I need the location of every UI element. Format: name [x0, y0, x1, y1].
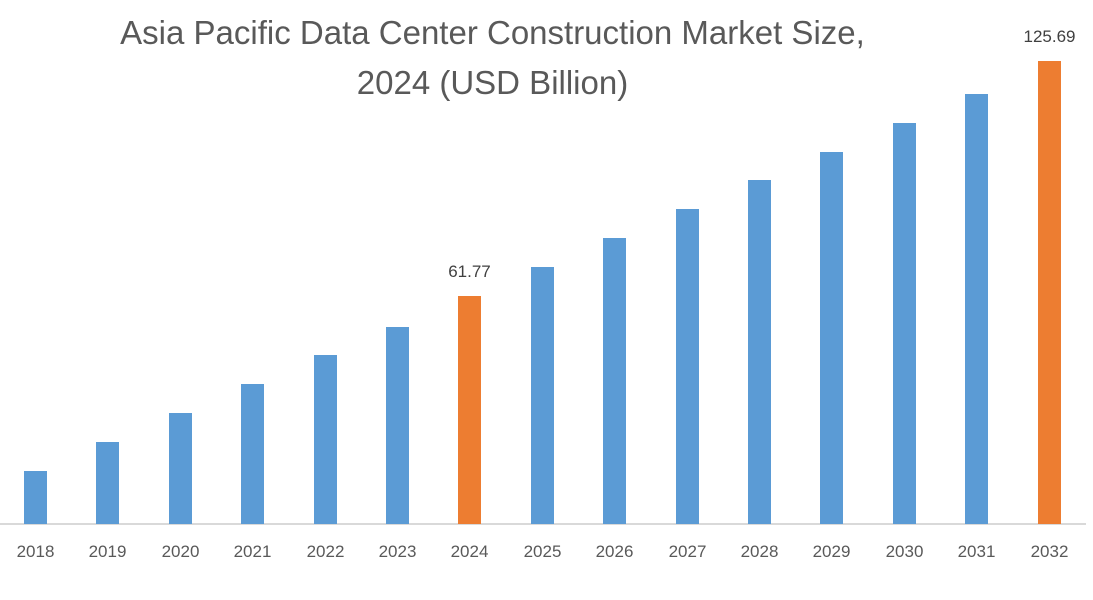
- bar-2024: [458, 296, 481, 524]
- bar-2030: [893, 123, 916, 524]
- bar-2031: [965, 94, 988, 524]
- bar-2022: [314, 355, 337, 524]
- bar-2027: [676, 209, 699, 524]
- x-tick-label: 2019: [88, 542, 127, 561]
- bar-2029: [820, 152, 843, 524]
- x-tick-label: 2032: [1030, 542, 1069, 561]
- x-tick-label: 2023: [378, 542, 417, 561]
- x-tick-label: 2024: [450, 542, 489, 561]
- bar-2032: [1038, 61, 1061, 524]
- bar-2026: [603, 238, 626, 524]
- x-tick-label: 2029: [812, 542, 851, 561]
- bar-2019: [96, 442, 119, 524]
- data-label-2032: 125.69: [1023, 27, 1076, 46]
- x-tick-label: 2031: [957, 542, 996, 561]
- bar-2021: [241, 384, 264, 524]
- x-tick-label: 2022: [306, 542, 345, 561]
- x-tick-label: 2018: [16, 542, 55, 561]
- bar-2018: [24, 471, 47, 524]
- bar-2023: [386, 327, 409, 524]
- chart-title-line-1: Asia Pacific Data Center Construction Ma…: [120, 14, 865, 51]
- chart-title: Asia Pacific Data Center Construction Ma…: [0, 8, 985, 108]
- x-tick-label: 2025: [523, 542, 562, 561]
- data-label-2024: 61.77: [448, 262, 491, 281]
- bar-2020: [169, 413, 192, 524]
- x-tick-label: 2021: [233, 542, 272, 561]
- x-tick-label: 2020: [161, 542, 200, 561]
- x-tick-label: 2030: [885, 542, 924, 561]
- x-tick-label: 2026: [595, 542, 634, 561]
- x-axis-line: [0, 523, 1086, 525]
- bar-2028: [748, 180, 771, 524]
- bar-2025: [531, 267, 554, 524]
- x-tick-label: 2027: [668, 542, 707, 561]
- chart-title-line-2: 2024 (USD Billion): [356, 64, 629, 101]
- x-tick-label: 2028: [740, 542, 779, 561]
